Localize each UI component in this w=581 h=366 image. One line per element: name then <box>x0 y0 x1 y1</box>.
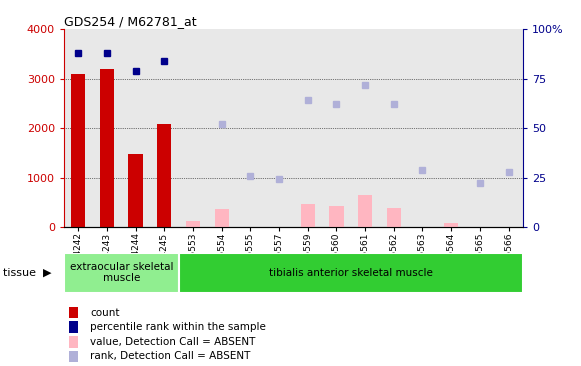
Text: rank, Detection Call = ABSENT: rank, Detection Call = ABSENT <box>90 351 250 362</box>
Bar <box>186 221 200 227</box>
Text: percentile rank within the sample: percentile rank within the sample <box>90 322 266 332</box>
Bar <box>69 321 78 333</box>
Bar <box>64 253 179 293</box>
Text: extraocular skeletal
muscle: extraocular skeletal muscle <box>70 262 173 284</box>
Bar <box>100 69 114 227</box>
Bar <box>69 307 78 318</box>
Bar <box>444 223 458 227</box>
Bar <box>214 209 229 227</box>
Text: value, Detection Call = ABSENT: value, Detection Call = ABSENT <box>90 337 256 347</box>
Text: GDS254 / M62781_at: GDS254 / M62781_at <box>64 15 196 28</box>
Bar <box>69 336 78 348</box>
Bar <box>157 124 171 227</box>
Bar <box>128 154 143 227</box>
Text: tissue  ▶: tissue ▶ <box>3 268 51 278</box>
Text: tibialis anterior skeletal muscle: tibialis anterior skeletal muscle <box>269 268 433 278</box>
Bar <box>179 253 523 293</box>
Bar <box>69 351 78 362</box>
Bar <box>358 195 372 227</box>
Bar <box>71 74 85 227</box>
Bar <box>300 204 315 227</box>
Bar <box>329 206 343 227</box>
Text: count: count <box>90 307 120 318</box>
Bar <box>386 208 401 227</box>
